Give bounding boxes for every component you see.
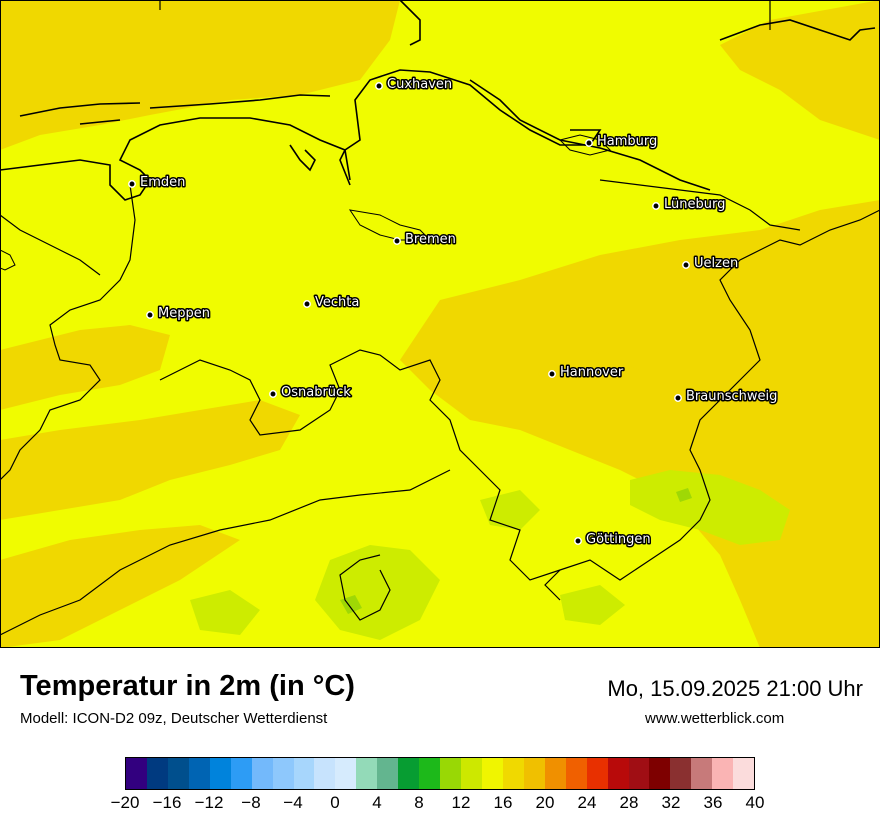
city-label: Göttingen bbox=[586, 532, 651, 547]
legend-swatch bbox=[126, 758, 147, 789]
legend-swatch bbox=[544, 758, 566, 789]
city-label: Meppen bbox=[158, 306, 210, 321]
city-braunschweig[interactable]: Braunschweig bbox=[674, 388, 779, 406]
city-marker bbox=[574, 537, 582, 545]
city-marker bbox=[146, 311, 154, 319]
legend-swatch bbox=[481, 758, 503, 789]
city-label: Hamburg bbox=[597, 134, 657, 149]
city-label: Emden bbox=[140, 175, 185, 190]
city-label: Lüneburg bbox=[664, 197, 725, 212]
city-marker bbox=[269, 390, 277, 398]
legend-swatch bbox=[377, 758, 399, 789]
legend-swatch bbox=[670, 758, 692, 789]
legend-swatch bbox=[523, 758, 545, 789]
city-marker bbox=[674, 394, 682, 402]
map-title: Temperatur in 2m (in °C) bbox=[20, 670, 355, 702]
legend-swatch bbox=[230, 758, 252, 789]
temperature-map: Cuxhaven Hamburg Emden Lüneburg Bremen U… bbox=[0, 0, 880, 648]
legend-swatch bbox=[649, 758, 671, 789]
legend-swatch bbox=[167, 758, 189, 789]
legend-tick-label: 8 bbox=[414, 793, 424, 812]
city-uelzen[interactable]: Uelzen bbox=[682, 255, 740, 273]
legend-tick-label: 16 bbox=[493, 793, 513, 812]
legend-swatch bbox=[565, 758, 587, 789]
legend-swatch bbox=[628, 758, 650, 789]
legend-tick-label: 4 bbox=[372, 793, 382, 812]
legend-tick-label: 0 bbox=[330, 793, 340, 812]
city-vechta[interactable]: Vechta bbox=[303, 294, 361, 312]
map-canvas: Cuxhaven Hamburg Emden Lüneburg Bremen U… bbox=[0, 0, 880, 648]
city-marker bbox=[393, 237, 401, 245]
legend-tick-label: −4 bbox=[283, 793, 303, 812]
city-hamburg[interactable]: Hamburg bbox=[585, 133, 659, 151]
legend-tick-label: 28 bbox=[619, 793, 639, 812]
forecast-datetime: Mo, 15.09.2025 21:00 Uhr bbox=[607, 676, 863, 701]
coastlines bbox=[0, 0, 876, 201]
city-label: Braunschweig bbox=[686, 389, 777, 404]
legend-tick-label: 36 bbox=[703, 793, 723, 812]
legend-tick-label: 24 bbox=[577, 793, 597, 812]
borders bbox=[0, 0, 880, 636]
legend-swatch bbox=[293, 758, 315, 789]
city-label: Vechta bbox=[315, 295, 359, 310]
city-meppen[interactable]: Meppen bbox=[146, 305, 211, 323]
legend-tick-label: 40 bbox=[745, 793, 765, 812]
city-marker bbox=[303, 300, 311, 308]
city-label: Uelzen bbox=[694, 256, 738, 271]
city-label: Cuxhaven bbox=[387, 77, 452, 92]
city-goettingen[interactable]: Göttingen bbox=[574, 531, 652, 549]
city-marker bbox=[652, 202, 660, 210]
temperature-field-14 bbox=[190, 470, 790, 640]
legend-swatch bbox=[691, 758, 713, 789]
legend-swatch bbox=[188, 758, 210, 789]
legend-swatch bbox=[733, 758, 755, 789]
legend-tick-label: −12 bbox=[194, 793, 224, 812]
city-cuxhaven[interactable]: Cuxhaven bbox=[375, 76, 454, 94]
legend-tick-label: 12 bbox=[451, 793, 471, 812]
model-info: Modell: ICON-D2 09z, Deutscher Wetterdie… bbox=[20, 710, 328, 727]
legend-swatch bbox=[712, 758, 734, 789]
legend-ticks: −20 −16 −12 −8 −4 0 4 8 12 16 20 24 28 32 36 40 bbox=[111, 793, 765, 823]
legend-swatch bbox=[272, 758, 294, 789]
legend-tick-label: 32 bbox=[661, 793, 681, 812]
website-link[interactable]: www.wetterblick.com bbox=[645, 710, 785, 727]
cities: Cuxhaven Hamburg Emden Lüneburg Bremen U… bbox=[128, 76, 779, 549]
city-label: Bremen bbox=[405, 232, 456, 247]
city-label: Osnabrück bbox=[281, 385, 351, 400]
legend-swatch bbox=[607, 758, 629, 789]
legend-swatch bbox=[502, 758, 524, 789]
city-marker bbox=[585, 139, 593, 147]
city-osnabrueck[interactable]: Osnabrück bbox=[269, 384, 353, 402]
legend-tick-label: −16 bbox=[152, 793, 182, 812]
city-lueneburg[interactable]: Lüneburg bbox=[652, 196, 727, 214]
legend-tick-label: −20 bbox=[110, 793, 140, 812]
city-label: Hannover bbox=[560, 365, 624, 380]
legend-swatch bbox=[146, 758, 168, 789]
legend-swatch bbox=[335, 758, 357, 789]
city-marker bbox=[375, 82, 383, 90]
legend-swatch bbox=[461, 758, 482, 789]
city-marker bbox=[548, 370, 556, 378]
city-marker bbox=[128, 180, 136, 188]
color-legend bbox=[125, 757, 755, 790]
legend-swatch bbox=[398, 758, 420, 789]
city-emden[interactable]: Emden bbox=[128, 174, 187, 192]
legend-swatch bbox=[586, 758, 608, 789]
legend-tick-label: −8 bbox=[241, 793, 261, 812]
city-bremen[interactable]: Bremen bbox=[393, 231, 457, 249]
legend-swatch bbox=[419, 758, 441, 789]
legend-swatch bbox=[440, 758, 461, 789]
legend-swatch bbox=[251, 758, 273, 789]
city-hannover[interactable]: Hannover bbox=[548, 364, 625, 382]
legend-swatch bbox=[209, 758, 231, 789]
legend-swatch bbox=[314, 758, 336, 789]
islands bbox=[0, 134, 611, 271]
city-marker bbox=[682, 261, 690, 269]
legend-tick-label: 20 bbox=[535, 793, 555, 812]
legend-swatch bbox=[356, 758, 378, 789]
